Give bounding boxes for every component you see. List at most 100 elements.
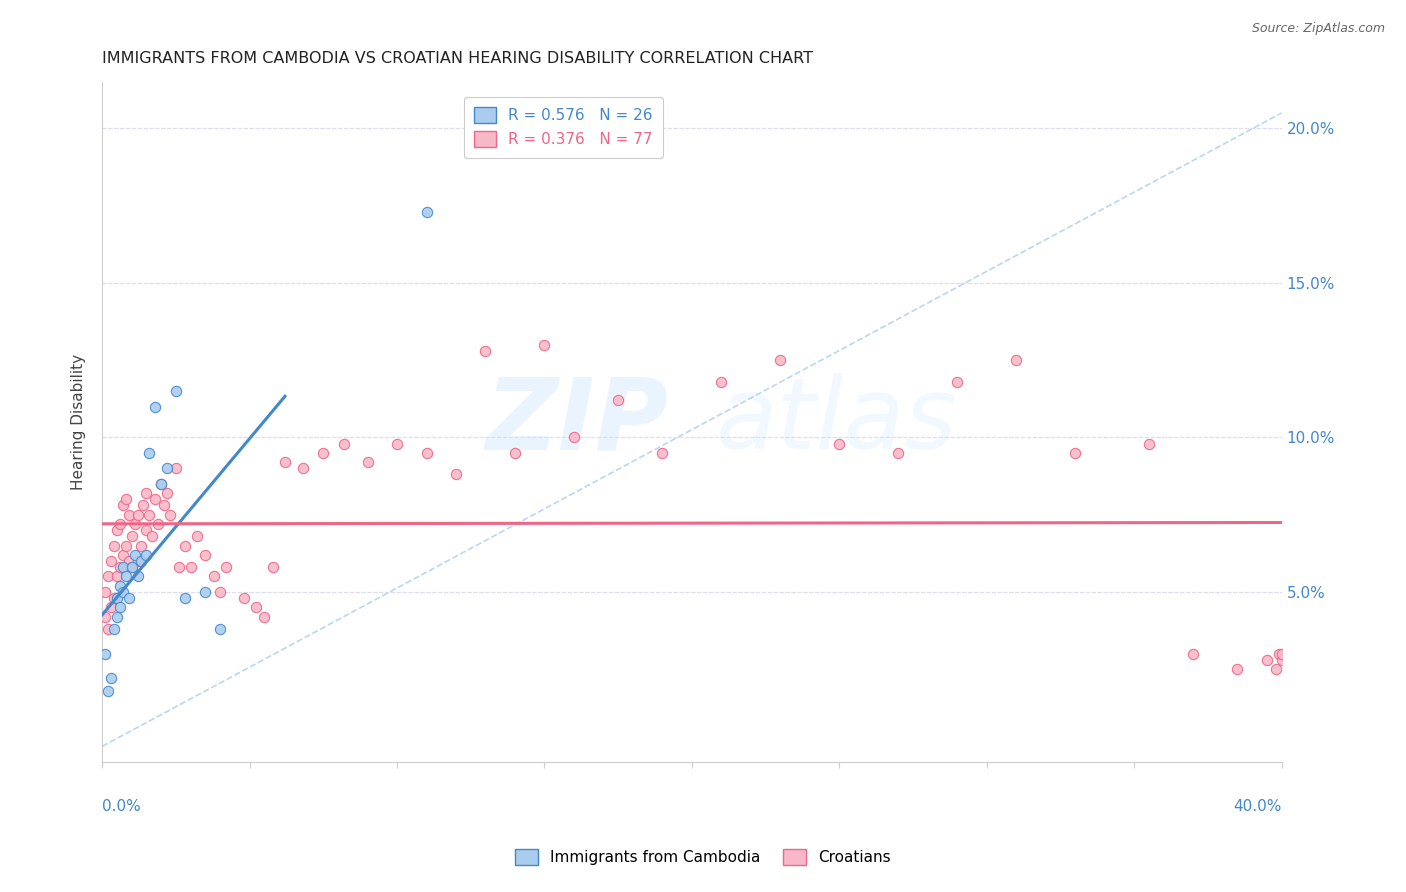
Point [274,455,297,469]
Point [385,436,408,450]
Text: 0.0%: 0.0% [103,799,141,814]
Point [111,499,134,513]
Point [291,461,314,475]
Point [127,508,149,522]
Point [503,446,526,460]
Point [474,343,496,358]
Point [186,529,208,543]
Point [105,523,128,537]
Point [100,672,122,686]
Point [150,476,173,491]
Point [194,548,217,562]
Point [135,548,157,562]
Point [105,591,128,605]
Point [209,622,232,636]
Point [127,554,149,568]
Point [167,560,190,574]
Point [150,476,173,491]
Point [124,516,146,531]
Point [1137,436,1160,450]
Point [202,569,225,583]
Point [108,600,131,615]
Point [135,486,157,500]
Point [94,609,117,624]
Point [97,569,120,583]
Point [105,609,128,624]
Point [194,585,217,599]
Point [103,622,125,636]
Point [1226,662,1249,676]
Point [1064,446,1087,460]
Point [129,539,152,553]
Point [118,508,141,522]
Point [215,560,238,574]
Point [173,591,195,605]
Point [651,446,673,460]
Point [1182,647,1205,661]
Point [562,430,585,444]
Point [105,569,128,583]
Point [114,492,136,507]
Point [245,600,267,615]
Point [180,560,202,574]
Point [415,446,437,460]
Y-axis label: Hearing Disability: Hearing Disability [72,354,86,490]
Text: Source: ZipAtlas.com: Source: ZipAtlas.com [1251,22,1385,36]
Text: atlas: atlas [716,374,957,470]
Point [312,446,335,460]
Point [127,569,149,583]
Point [121,529,143,543]
Point [135,523,157,537]
Legend: Immigrants from Cambodia, Croatians: Immigrants from Cambodia, Croatians [509,843,897,871]
Point [156,461,179,475]
Point [111,585,134,599]
Point [114,539,136,553]
Point [100,600,122,615]
Point [114,569,136,583]
Point [710,375,733,389]
Point [1256,653,1278,667]
Point [138,446,160,460]
Point [94,647,117,661]
Point [111,560,134,574]
Point [828,436,851,450]
Point [232,591,254,605]
Point [1005,353,1028,368]
Point [1270,653,1292,667]
Point [121,560,143,574]
Point [94,585,117,599]
Point [108,516,131,531]
Point [159,508,181,522]
Point [253,609,276,624]
Point [769,353,792,368]
Point [209,585,232,599]
Point [103,539,125,553]
Point [356,455,378,469]
Point [946,375,969,389]
Point [887,446,910,460]
Point [1264,662,1286,676]
Point [97,683,120,698]
Point [124,548,146,562]
Point [138,508,160,522]
Point [165,384,187,398]
Text: IMMIGRANTS FROM CAMBODIA VS CROATIAN HEARING DISABILITY CORRELATION CHART: IMMIGRANTS FROM CAMBODIA VS CROATIAN HEA… [103,51,813,66]
Point [118,554,141,568]
Point [121,560,143,574]
Point [333,436,356,450]
Legend: R = 0.576   N = 26, R = 0.376   N = 77: R = 0.576 N = 26, R = 0.376 N = 77 [464,96,664,158]
Point [415,205,437,219]
Point [148,516,170,531]
Point [1270,647,1292,661]
Point [173,539,195,553]
Point [129,554,152,568]
Point [100,554,122,568]
Point [111,548,134,562]
Point [108,560,131,574]
Point [156,486,179,500]
Point [108,579,131,593]
Point [97,622,120,636]
Point [444,467,467,482]
Point [262,560,284,574]
Point [132,499,155,513]
